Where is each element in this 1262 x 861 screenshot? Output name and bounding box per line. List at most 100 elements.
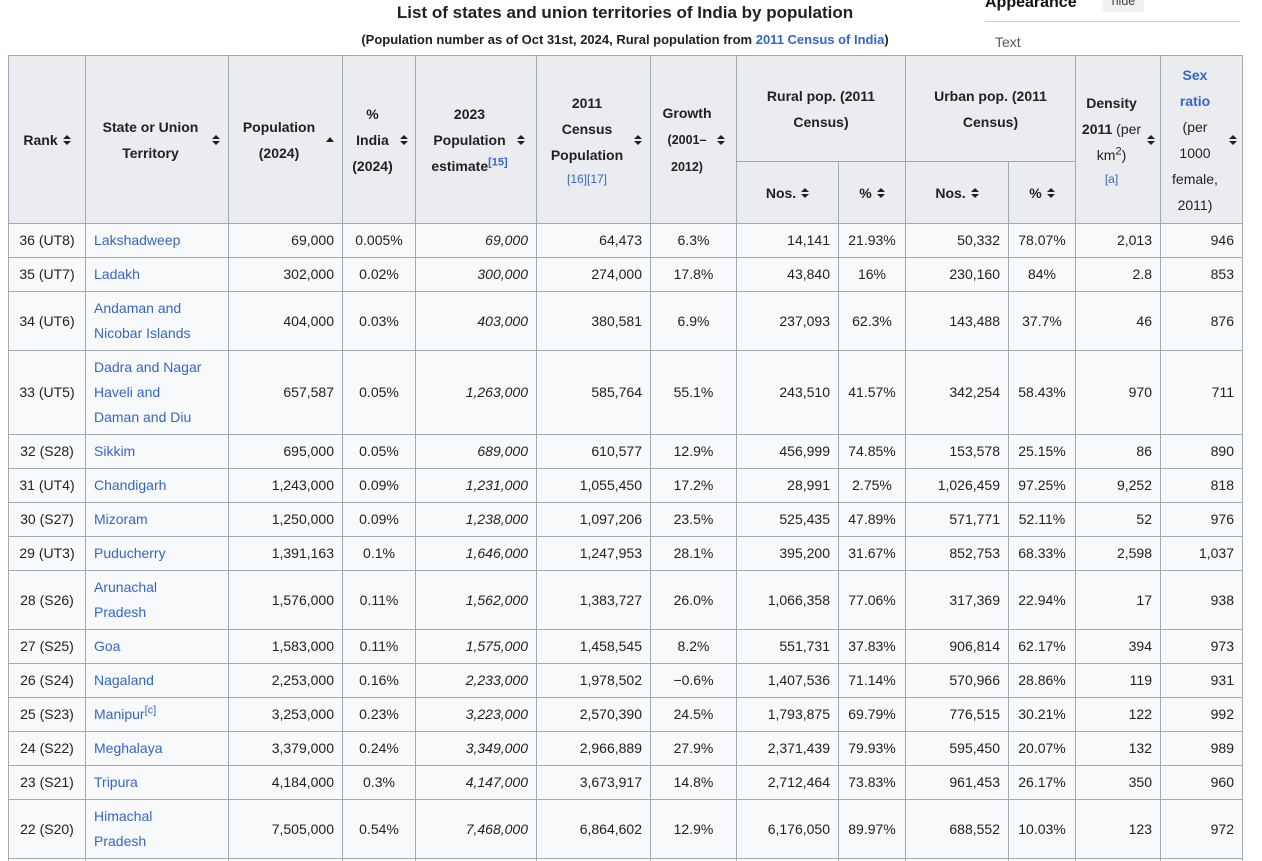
sort-both-icon — [717, 134, 725, 145]
cell-density: 122 — [1075, 697, 1161, 732]
cell-rural-pct: 79.93% — [838, 731, 906, 766]
subcol-header-rural-nos[interactable]: Nos. — [736, 161, 839, 224]
cell-pct-india: 0.24% — [342, 731, 416, 766]
cell-2023-estimate: 7,468,000 — [415, 799, 537, 859]
cell-density: 2,013 — [1075, 223, 1161, 258]
cell-urban-pct: 26.17% — [1008, 765, 1076, 800]
cell-rank: 26 (S24) — [8, 663, 86, 698]
state-link[interactable]: Nagaland — [94, 672, 154, 688]
state-link[interactable]: Sikkim — [94, 443, 136, 459]
sort-both-icon — [876, 187, 885, 198]
cell-growth: 17.2% — [650, 468, 737, 503]
col-header-rank[interactable]: Rank — [8, 55, 86, 224]
cell-rural-nos: 551,731 — [736, 629, 839, 664]
cell-2011-census: 1,055,450 — [536, 468, 651, 503]
table-row: 36 (UT8) Lakshadweep 69,000 0.005% 69,00… — [8, 223, 1243, 258]
col-header-population-2024[interactable]: Population (2024) — [228, 55, 343, 224]
cell-density: 17 — [1075, 570, 1161, 630]
state-link[interactable]: Andaman and Nicobar Islands — [94, 300, 191, 341]
state-link[interactable]: Chandigarh — [94, 477, 167, 493]
cell-rural-nos: 14,141 — [736, 223, 839, 258]
table-row: 30 (S27) Mizoram 1,250,000 0.09% 1,238,0… — [8, 502, 1243, 537]
cell-sex-ratio: 818 — [1160, 468, 1243, 503]
state-link[interactable]: Tripura — [94, 774, 138, 790]
cell-urban-nos: 906,814 — [905, 629, 1009, 664]
cell-sex-ratio: 711 — [1160, 350, 1243, 435]
subcol-header-urban-pct[interactable]: % — [1008, 161, 1076, 224]
cell-urban-nos: 143,488 — [905, 291, 1009, 351]
state-link[interactable]: Dadra and Nagar Haveli and Daman and Diu — [94, 359, 202, 425]
state-link[interactable]: Puducherry — [94, 545, 166, 561]
cell-rural-nos: 243,510 — [736, 350, 839, 435]
col-header-state[interactable]: State or Union Territory — [85, 55, 229, 224]
cell-growth: 8.2% — [650, 629, 737, 664]
state-link[interactable]: Meghalaya — [94, 740, 163, 756]
cell-urban-pct: 22.94% — [1008, 570, 1076, 630]
cell-state: Ladakh — [85, 257, 229, 292]
cell-pct-india: 0.05% — [342, 350, 416, 435]
col-header-2023-estimate[interactable]: 2023 Population estimate[15] — [415, 55, 537, 224]
cell-2023-estimate: 3,223,000 — [415, 697, 537, 732]
col-header-pct-india[interactable]: % India (2024) — [342, 55, 416, 224]
cell-density: 119 — [1075, 663, 1161, 698]
cell-pct-india: 0.16% — [342, 663, 416, 698]
col-header-2011-census[interactable]: 2011 Census Population [16][17] — [536, 55, 651, 224]
footnote-ref-c[interactable]: [c] — [144, 704, 157, 717]
table-row: 27 (S25) Goa 1,583,000 0.11% 1,575,000 1… — [8, 629, 1243, 664]
state-link[interactable]: Mizoram — [94, 511, 148, 527]
col-header-sex-ratio[interactable]: Sex ratio (per 1000 female, 2011) — [1160, 55, 1243, 224]
cell-sex-ratio: 938 — [1160, 570, 1243, 630]
population-table: Rank State or Union Territory Population… — [8, 55, 1243, 861]
hide-button[interactable]: hide — [1102, 0, 1145, 12]
table-row: 23 (S21) Tripura 4,184,000 0.3% 4,147,00… — [8, 765, 1243, 800]
cell-rural-pct: 37.83% — [838, 629, 906, 664]
sort-both-icon — [62, 134, 71, 145]
cell-urban-pct: 78.07% — [1008, 223, 1076, 258]
cell-sex-ratio: 876 — [1160, 291, 1243, 351]
cell-state: Goa — [85, 629, 229, 664]
state-link[interactable]: Arunachal Pradesh — [94, 579, 158, 620]
cell-urban-pct: 52.11% — [1008, 502, 1076, 537]
cell-urban-nos: 595,450 — [905, 731, 1009, 766]
cell-growth: 17.8% — [650, 257, 737, 292]
cell-rural-nos: 2,371,439 — [736, 731, 839, 766]
cell-rank: 28 (S26) — [8, 570, 86, 630]
subcol-header-urban-nos[interactable]: Nos. — [905, 161, 1009, 224]
cell-sex-ratio: 853 — [1160, 257, 1243, 292]
state-link[interactable]: Goa — [94, 638, 121, 654]
footnote-ref-16-17[interactable]: [16][17] — [566, 171, 608, 186]
state-link[interactable]: Manipur — [94, 706, 145, 722]
cell-rank: 36 (UT8) — [8, 223, 86, 258]
cell-2011-census: 1,978,502 — [536, 663, 651, 698]
state-link[interactable]: Himachal Pradesh — [94, 808, 153, 849]
cell-state: Puducherry — [85, 536, 229, 571]
state-link[interactable]: Lakshadweep — [94, 232, 181, 248]
cell-rural-nos: 6,176,050 — [736, 799, 839, 859]
sort-ascending-icon — [326, 137, 334, 142]
table-row: 33 (UT5) Dadra and Nagar Haveli and Dama… — [8, 350, 1243, 435]
cell-rural-pct: 16% — [838, 257, 906, 292]
cell-urban-nos: 570,966 — [905, 663, 1009, 698]
census-2011-link[interactable]: 2011 Census of India — [755, 32, 885, 47]
col-header-growth[interactable]: Growth (2001– 2012) — [650, 55, 737, 224]
cell-urban-pct: 37.7% — [1008, 291, 1076, 351]
table-row: 24 (S22) Meghalaya 3,379,000 0.24% 3,349… — [8, 731, 1243, 766]
cell-rural-nos: 2,712,464 — [736, 765, 839, 800]
cell-pct-india: 0.005% — [342, 223, 416, 258]
cell-state: Arunachal Pradesh — [85, 570, 229, 630]
footnote-ref-a[interactable]: [a] — [1104, 171, 1119, 186]
cell-population-2024: 1,250,000 — [228, 502, 343, 537]
appearance-heading: Appearance — [985, 0, 1077, 11]
subcol-header-rural-pct[interactable]: % — [838, 161, 906, 224]
group-header-urban: Urban pop. (2011 Census) — [905, 55, 1076, 162]
cell-population-2024: 69,000 — [228, 223, 343, 258]
cell-state: Manipur[c] — [85, 697, 229, 732]
footnote-ref-15[interactable]: [15] — [488, 155, 508, 168]
cell-urban-nos: 961,453 — [905, 765, 1009, 800]
col-header-density[interactable]: Density 2011 (per km2) [a] — [1075, 55, 1161, 224]
cell-population-2024: 7,505,000 — [228, 799, 343, 859]
cell-pct-india: 0.3% — [342, 765, 416, 800]
state-link[interactable]: Ladakh — [94, 266, 140, 282]
sex-ratio-link[interactable]: Sex ratio — [1179, 66, 1211, 109]
cell-rank: 29 (UT3) — [8, 536, 86, 571]
